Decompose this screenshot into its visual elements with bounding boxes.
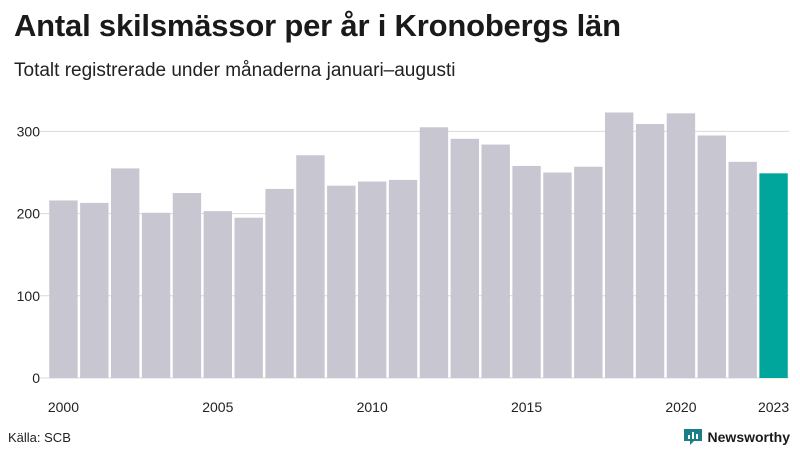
- bar-2007: [265, 188, 294, 378]
- y-tick-label-300: 300: [17, 123, 41, 139]
- bar-2018: [605, 112, 634, 378]
- bar-2020: [666, 113, 696, 378]
- x-tick-label-2010: 2010: [357, 399, 388, 415]
- bar-2002: [111, 168, 140, 378]
- brand-logo: Newsworthy: [683, 428, 790, 446]
- bar-2022: [728, 161, 757, 378]
- y-tick-label-200: 200: [17, 206, 41, 222]
- bar-2021: [697, 135, 726, 378]
- bar-2017: [574, 166, 603, 378]
- bar-2008: [296, 155, 325, 378]
- bar-2014: [481, 144, 510, 378]
- y-tick-label-100: 100: [17, 288, 41, 304]
- bar-2003: [141, 212, 171, 378]
- bar-2009: [327, 185, 356, 378]
- bar-2004: [172, 193, 202, 378]
- bar-2012: [419, 127, 449, 378]
- x-tick-label-2023: 2023: [758, 399, 789, 415]
- bar-2011: [388, 179, 418, 378]
- brand-name: Newsworthy: [707, 429, 790, 445]
- chart-subtitle: Totalt registrerade under månaderna janu…: [14, 60, 456, 81]
- x-tick-label-2000: 2000: [48, 399, 79, 415]
- y-tick-label-0: 0: [32, 370, 40, 386]
- bar-2006: [234, 217, 263, 378]
- bar-2016: [543, 172, 572, 378]
- chart-title: Antal skilsmässor per år i Kronobergs lä…: [14, 8, 621, 43]
- x-tick-label-2015: 2015: [511, 399, 542, 415]
- bar-2010: [358, 181, 387, 378]
- source-label: Källa: SCB: [8, 430, 71, 445]
- bar-2005: [203, 211, 232, 378]
- bar-2019: [635, 124, 665, 378]
- x-tick-label-2020: 2020: [665, 399, 696, 415]
- x-tick-label-2005: 2005: [202, 399, 233, 415]
- bar-2015: [512, 165, 541, 378]
- bar-2013: [450, 138, 479, 378]
- bar-2001: [80, 202, 109, 378]
- bar-2000: [49, 200, 78, 378]
- bar-2023: [759, 173, 788, 378]
- newsworthy-logo-icon: [683, 429, 702, 445]
